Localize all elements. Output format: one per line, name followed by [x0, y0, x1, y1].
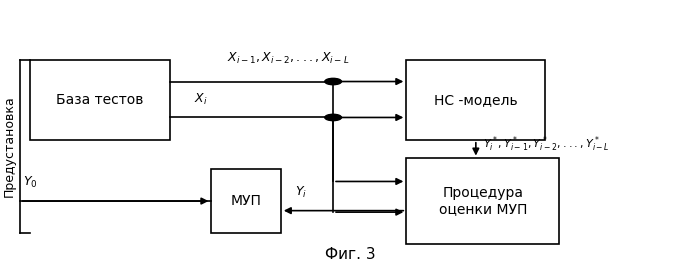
Circle shape: [325, 114, 342, 121]
Text: Процедура
оценки МУП: Процедура оценки МУП: [439, 186, 527, 216]
Text: Предустановка: Предустановка: [3, 95, 16, 197]
FancyBboxPatch shape: [406, 60, 545, 140]
Circle shape: [325, 78, 342, 85]
Text: МУП: МУП: [231, 194, 262, 208]
Text: $Y_i$: $Y_i$: [295, 185, 307, 200]
Text: База тестов: База тестов: [56, 93, 144, 107]
FancyBboxPatch shape: [211, 169, 281, 233]
Text: $X_i$: $X_i$: [194, 92, 208, 107]
Text: $Y_i^*, Y_{i-1}^*, Y_{i-2}^*, ..., Y_{i-L}^*$: $Y_i^*, Y_{i-1}^*, Y_{i-2}^*, ..., Y_{i-…: [483, 134, 610, 154]
Text: НС -модель: НС -модель: [434, 93, 518, 107]
FancyBboxPatch shape: [30, 60, 169, 140]
Text: Фиг. 3: Фиг. 3: [326, 247, 376, 262]
Text: $Y_0$: $Y_0$: [23, 175, 38, 190]
Text: $X_{i-1}, X_{i-2}, ..., X_{i-L}$: $X_{i-1}, X_{i-2}, ..., X_{i-L}$: [227, 51, 349, 66]
FancyBboxPatch shape: [406, 158, 559, 244]
